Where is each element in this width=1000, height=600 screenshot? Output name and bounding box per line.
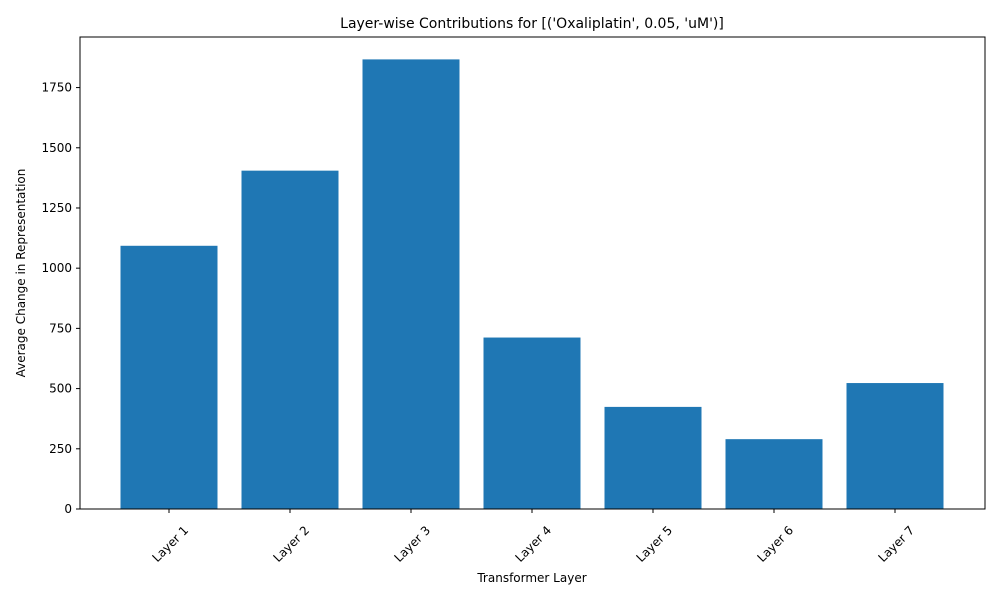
y-tick-label-2: 500 (49, 382, 72, 396)
bar-6 (725, 439, 823, 509)
y-axis-title: Average Change in Representation (14, 169, 28, 378)
y-tick-label-4: 1000 (41, 261, 72, 275)
bar-3 (362, 59, 460, 509)
y-tick-label-5: 1250 (41, 201, 72, 215)
y-tick-label-6: 1500 (41, 141, 72, 155)
x-tick-label-4: Layer 4 (512, 523, 554, 565)
y-tick-label-1: 250 (49, 442, 72, 456)
x-tick-label-2: Layer 2 (270, 523, 312, 565)
x-tick-label-1: Layer 1 (149, 523, 191, 565)
plot-frame (79, 36, 986, 510)
bar-1 (120, 245, 218, 509)
x-axis-title: Transformer Layer (476, 571, 586, 585)
bar-2 (241, 170, 339, 509)
chart-title: Layer-wise Contributions for [('Oxalipla… (340, 16, 724, 32)
x-tick-label-6: Layer 6 (754, 523, 796, 565)
x-tick-label-5: Layer 5 (633, 523, 675, 565)
bar-7 (846, 383, 944, 509)
y-tick-label-3: 750 (49, 321, 72, 335)
x-axis: Layer 1 Layer 2 Layer 3 Layer 4 Layer 5 Layer… (149, 509, 917, 565)
bar-5 (604, 406, 702, 509)
bars-group (120, 59, 944, 509)
y-tick-label-0: 0 (64, 502, 72, 516)
x-tick-label-3: Layer 3 (391, 523, 433, 565)
x-tick-label-7: Layer 7 (875, 523, 917, 565)
y-tick-label-7: 1750 (41, 81, 72, 95)
y-axis: 0 250 500 750 1000 1250 1500 1750 (41, 81, 80, 516)
bar-4 (483, 337, 581, 509)
